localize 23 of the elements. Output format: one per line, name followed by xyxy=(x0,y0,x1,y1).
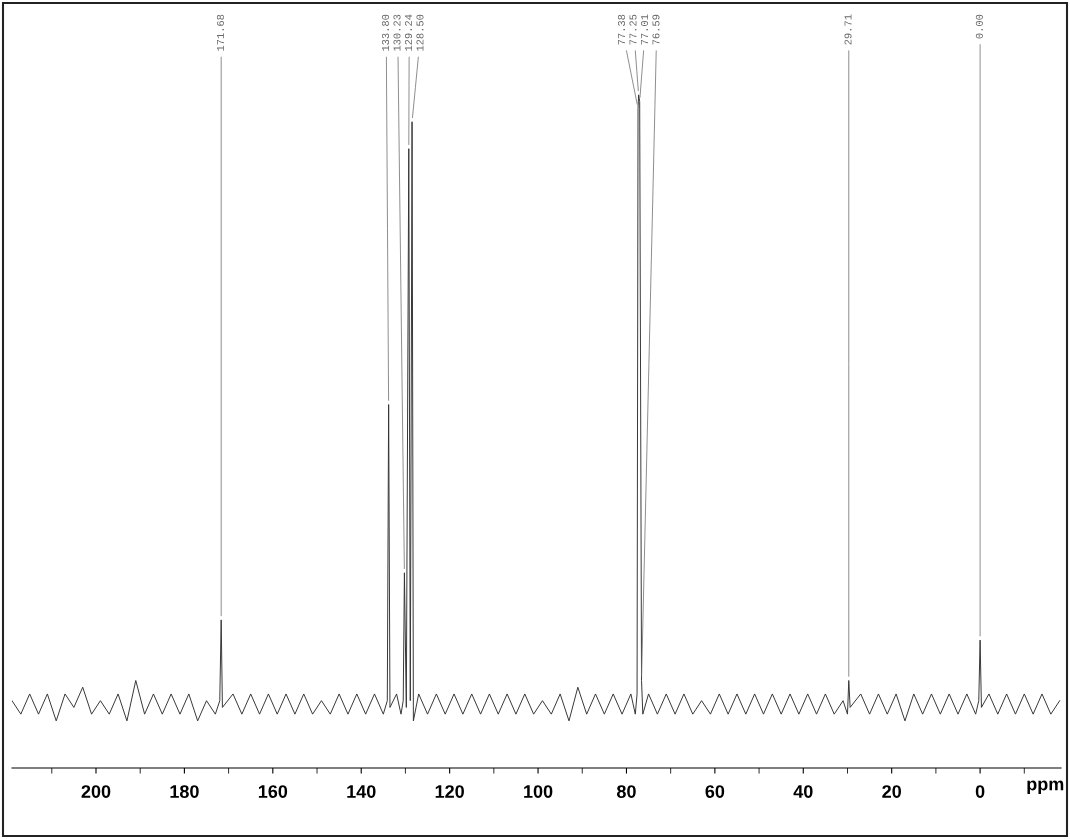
x-axis-title: ppm xyxy=(1027,780,1064,794)
x-tick-label: 160 xyxy=(258,785,288,798)
annotation: 129.24 xyxy=(404,14,413,51)
x-tick-label: 140 xyxy=(347,785,376,798)
x-tick-label: 100 xyxy=(524,785,553,798)
annotation: 29.71 xyxy=(844,14,852,45)
x-tick-label: 60 xyxy=(705,785,725,798)
x-tick-label: 200 xyxy=(81,785,111,798)
x-tick-label: 120 xyxy=(435,785,464,798)
x-tick-label: 0 xyxy=(975,785,985,798)
x-tick-label: 180 xyxy=(170,785,199,798)
annotation: 76.59 xyxy=(652,14,660,45)
annotation: 77.25 xyxy=(629,14,637,45)
annotation: 128.50 xyxy=(416,14,424,51)
annotation: 77.38 xyxy=(617,14,626,45)
x-tick-label: 40 xyxy=(793,785,813,798)
annotation: 133.80 xyxy=(381,14,390,51)
annotation: 77.01 xyxy=(640,14,649,45)
x-tick-label: 80 xyxy=(616,785,636,798)
x-tick-label: 20 xyxy=(882,785,901,798)
annotation: 0.00 xyxy=(975,14,983,39)
annotation: 171.68 xyxy=(216,14,224,51)
annotation: 130.23 xyxy=(393,14,401,51)
